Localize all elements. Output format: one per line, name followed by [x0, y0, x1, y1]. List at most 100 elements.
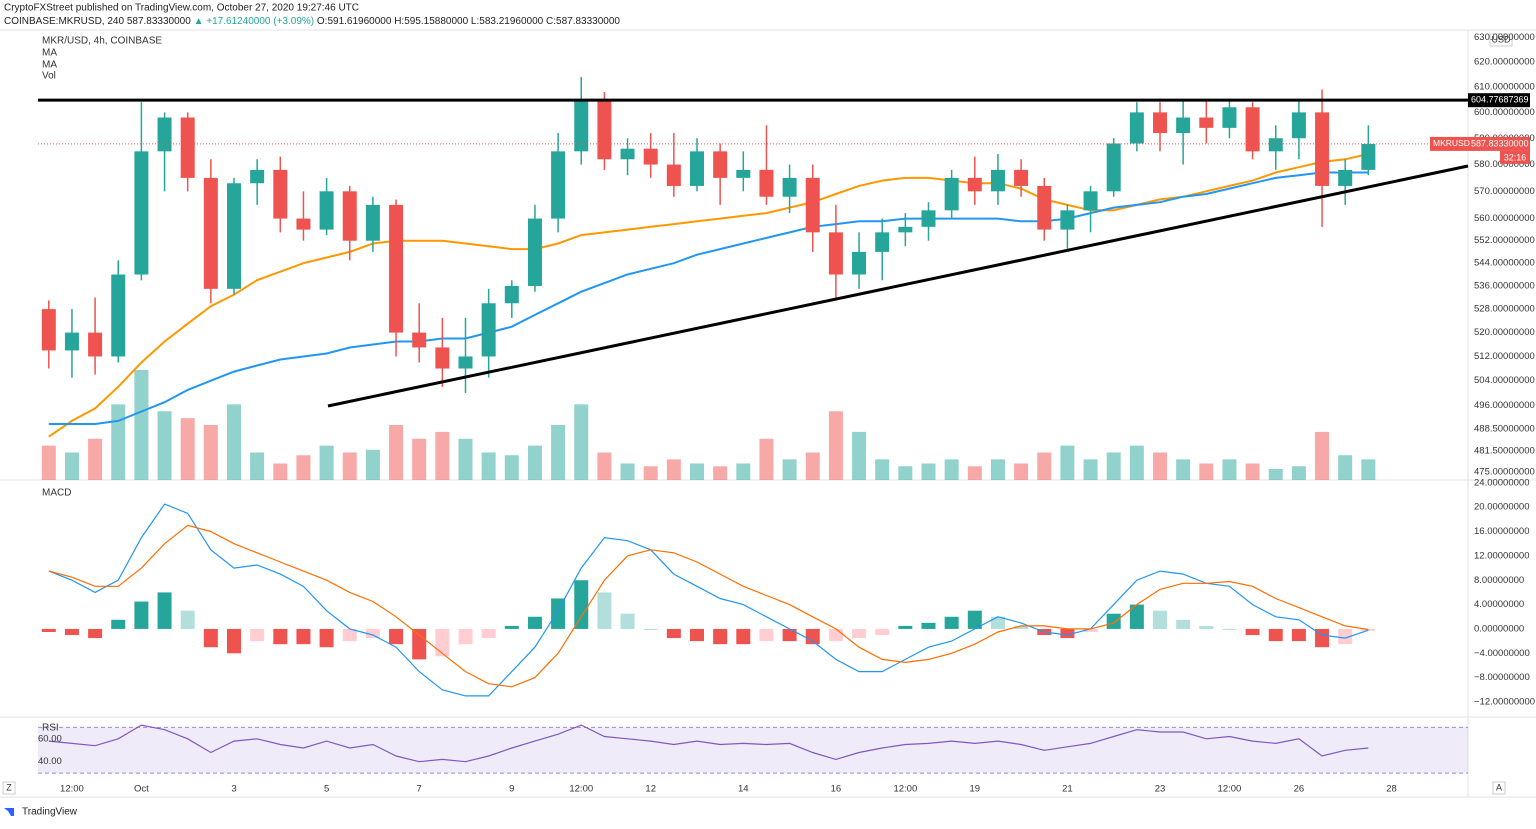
volume-bar — [1083, 459, 1098, 480]
histogram-bar — [1268, 628, 1283, 642]
candle-body — [319, 191, 334, 230]
y-tick-label: 4.00000000 — [1474, 599, 1524, 610]
y-tick-label: 600.00000000 — [1474, 107, 1535, 118]
candle-body — [1315, 112, 1330, 186]
histogram-bar — [504, 625, 519, 629]
histogram-bar — [828, 628, 843, 642]
candle-body — [458, 356, 473, 369]
candle-body — [134, 151, 149, 275]
publisher: CryptoFXStreet published on TradingView.… — [4, 3, 359, 14]
histogram-bar — [527, 616, 542, 629]
histogram-bar — [435, 628, 450, 657]
histogram-bar — [365, 628, 380, 639]
histogram-bar — [852, 628, 867, 639]
candle-body — [1014, 169, 1029, 186]
y-tick-label: 512.00000000 — [1474, 351, 1535, 362]
histogram-bar — [342, 628, 357, 642]
y-tick-label: 488.50000000 — [1474, 423, 1535, 434]
volume-bar — [1176, 459, 1191, 480]
candle-body — [759, 169, 774, 197]
histogram-bar — [88, 628, 103, 639]
candle-body — [1245, 107, 1260, 152]
volume-bar — [782, 459, 797, 480]
resistance-label-box — [1468, 93, 1530, 108]
volume-bar — [597, 452, 612, 480]
candle-body — [203, 177, 218, 289]
pane-title: MACD — [42, 488, 71, 499]
histogram-bar — [412, 628, 427, 660]
x-tick-label: Oct — [134, 784, 149, 795]
pane-title: RSI — [42, 723, 59, 734]
candle-body — [64, 332, 79, 351]
candle-body — [620, 148, 635, 160]
volume-bar — [990, 459, 1005, 480]
histogram-bar — [759, 628, 774, 642]
candle-body — [88, 332, 103, 357]
candle-body — [1176, 117, 1191, 134]
volume-bar — [111, 404, 126, 480]
candle-body — [481, 303, 496, 357]
change: ▲ +17.61240000 (+3.09%) — [194, 16, 315, 27]
countdown: 32:16 — [1504, 152, 1527, 162]
histogram-bar — [1222, 628, 1237, 630]
price: 587.83330000 — [127, 16, 191, 27]
histogram-bar — [620, 613, 635, 629]
volume-bar — [828, 411, 843, 480]
y-tick-label: 0.00000000 — [1474, 623, 1524, 634]
y-tick-label: 570.00000000 — [1474, 186, 1535, 197]
legend-entry: Vol — [42, 71, 56, 82]
candle-body — [666, 164, 681, 186]
histogram-bar — [1176, 619, 1191, 629]
x-tick-label: 12:00 — [569, 784, 593, 795]
volume-bar — [852, 431, 867, 480]
histogram-bar — [574, 580, 589, 629]
histogram-bar — [180, 610, 195, 629]
countdown-box — [1500, 150, 1530, 164]
candle-body — [967, 177, 982, 192]
volume-bar — [690, 463, 704, 480]
histogram-bar — [41, 628, 56, 632]
histogram-bar — [1361, 628, 1376, 631]
volume-bar — [458, 438, 473, 480]
symbol-line: COINBASE:MKRUSD, 240 587.83330000 ▲ +17.… — [4, 16, 620, 27]
y-tick-label: −8.00000000 — [1474, 672, 1530, 683]
a-button[interactable] — [1492, 781, 1506, 795]
candle-body — [990, 169, 1005, 192]
candle-body — [921, 210, 936, 227]
histogram-bar — [666, 628, 681, 639]
candle-body — [111, 274, 126, 357]
candle-body — [250, 169, 265, 184]
volume-bar — [759, 438, 774, 480]
candle-body — [852, 251, 867, 275]
histogram-bar — [967, 610, 982, 629]
volume-bar — [944, 459, 959, 480]
moving-average — [48, 171, 1369, 425]
candle-body — [898, 226, 913, 233]
volume-bar — [342, 452, 357, 480]
volume-bar — [1106, 452, 1121, 480]
histogram-bar — [944, 616, 959, 629]
candle-body — [1060, 210, 1075, 230]
volume-bar — [41, 445, 56, 480]
histogram-bar — [898, 625, 913, 629]
volume-bar — [435, 431, 450, 480]
candle-body — [365, 204, 380, 241]
volume-bar — [1361, 459, 1376, 480]
candle-body — [944, 177, 959, 211]
volume-bar — [296, 455, 311, 480]
y-tick-label: 536.00000000 — [1474, 280, 1535, 291]
z-button[interactable] — [2, 781, 16, 795]
volume-bar — [412, 438, 427, 480]
volume-bar — [1338, 455, 1353, 480]
x-tick-label: 19 — [970, 784, 981, 795]
y-tick-label: 560.00000000 — [1474, 213, 1535, 224]
trendline — [327, 164, 1469, 408]
volume-bar — [203, 425, 218, 480]
y-tick-label: 481.50000000 — [1474, 445, 1535, 456]
volume-bar — [64, 452, 79, 480]
histogram-bar — [64, 628, 79, 636]
histogram-bar — [134, 601, 149, 629]
volume-bar — [1014, 463, 1029, 480]
histogram-bar — [227, 628, 241, 654]
